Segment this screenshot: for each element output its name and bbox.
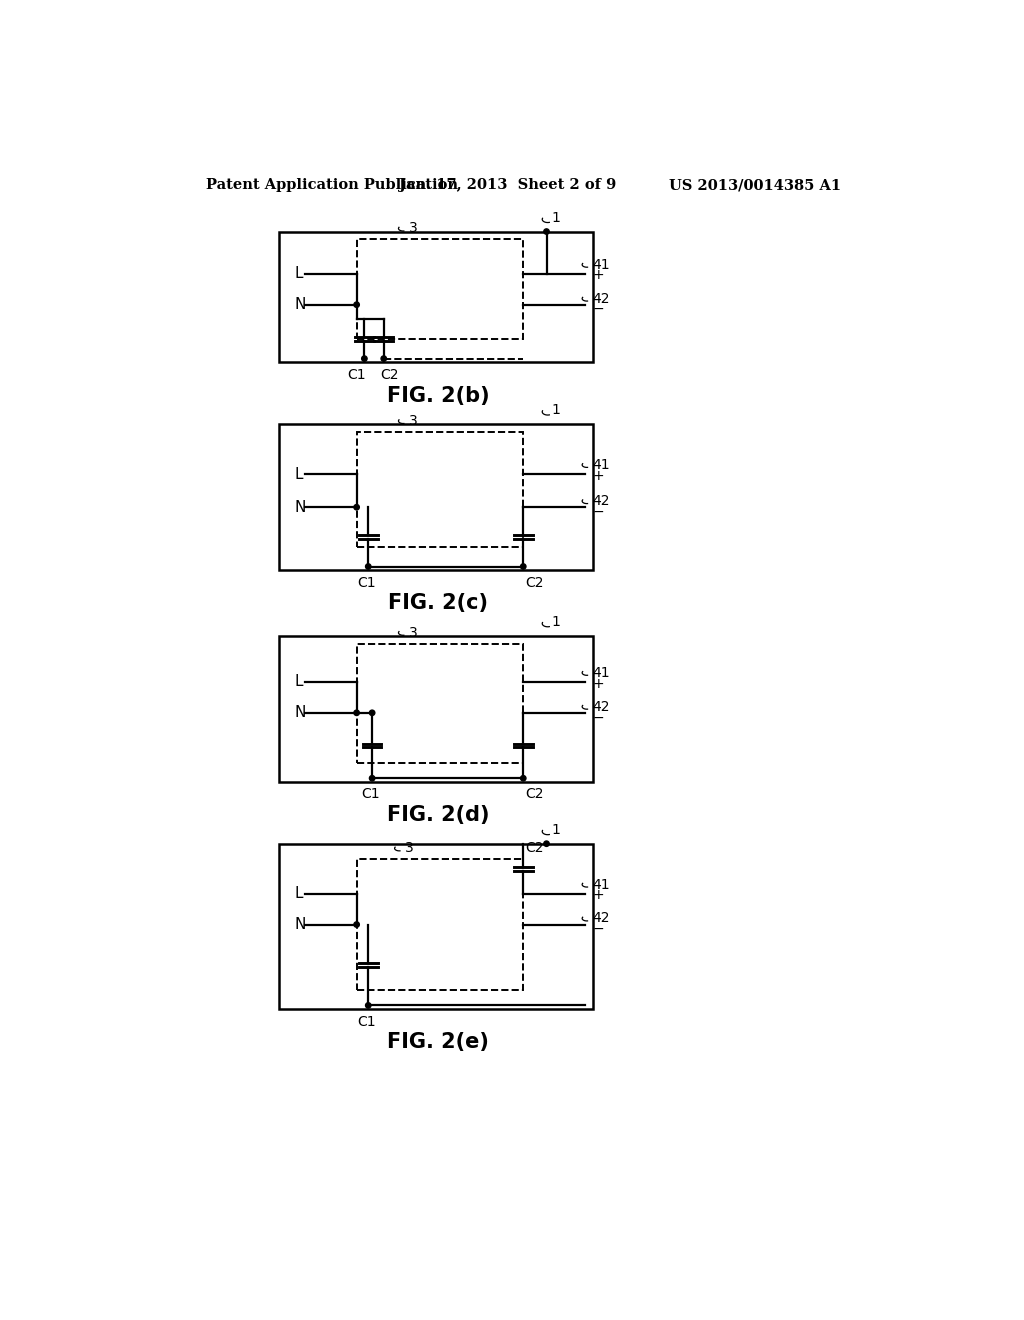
Text: N: N [295, 917, 306, 932]
Circle shape [366, 1003, 371, 1008]
Text: 41: 41 [592, 878, 610, 891]
Text: 3: 3 [409, 414, 418, 428]
Text: 41: 41 [592, 257, 610, 272]
Text: C2: C2 [524, 788, 544, 801]
Text: FIG. 2(b): FIG. 2(b) [387, 385, 489, 405]
Text: 1: 1 [552, 615, 561, 628]
Circle shape [354, 710, 359, 715]
Text: 1: 1 [552, 211, 561, 224]
Text: −: − [593, 710, 604, 725]
Text: FIG. 2(d): FIG. 2(d) [387, 805, 489, 825]
Bar [280, 843, 593, 1010]
Circle shape [520, 564, 526, 569]
Text: 42: 42 [592, 700, 609, 714]
Circle shape [381, 356, 386, 362]
Circle shape [354, 302, 359, 308]
Bar [356, 432, 523, 548]
Circle shape [354, 504, 359, 510]
Text: −: − [593, 504, 604, 519]
Bar [280, 424, 593, 570]
Text: 42: 42 [592, 494, 609, 508]
Text: C1: C1 [357, 576, 376, 590]
Circle shape [354, 921, 359, 927]
Text: +: + [593, 677, 604, 690]
Circle shape [370, 776, 375, 781]
Text: −: − [593, 923, 604, 936]
Text: 41: 41 [592, 458, 610, 471]
Bar [280, 636, 593, 781]
Circle shape [544, 841, 549, 846]
Circle shape [366, 564, 371, 569]
Circle shape [544, 228, 549, 234]
Text: C1: C1 [361, 788, 380, 801]
Text: L: L [295, 675, 303, 689]
Text: 1: 1 [552, 403, 561, 417]
Bar [356, 239, 523, 339]
Text: N: N [295, 297, 306, 313]
Text: +: + [593, 469, 604, 483]
Text: FIG. 2(c): FIG. 2(c) [388, 594, 488, 614]
Text: L: L [295, 886, 303, 902]
Text: L: L [295, 267, 303, 281]
Text: Patent Application Publication: Patent Application Publication [206, 178, 458, 193]
Text: FIG. 2(e): FIG. 2(e) [387, 1032, 488, 1052]
Text: C2: C2 [524, 576, 544, 590]
Text: 3: 3 [409, 222, 418, 235]
Circle shape [370, 710, 375, 715]
Text: C1: C1 [347, 368, 366, 381]
Text: −: − [593, 302, 604, 317]
Text: 3: 3 [409, 626, 418, 640]
Text: 42: 42 [592, 292, 609, 305]
Text: 1: 1 [552, 822, 561, 837]
Text: N: N [295, 500, 306, 515]
Bar [356, 644, 523, 763]
Text: C2: C2 [524, 841, 544, 855]
Text: US 2013/0014385 A1: US 2013/0014385 A1 [669, 178, 841, 193]
Text: C2: C2 [381, 368, 399, 381]
Text: N: N [295, 705, 306, 721]
Circle shape [520, 776, 526, 781]
Text: +: + [593, 888, 604, 903]
Text: 42: 42 [592, 911, 609, 925]
Text: C1: C1 [357, 1015, 376, 1028]
Circle shape [361, 356, 367, 362]
Text: 41: 41 [592, 665, 610, 680]
Text: 3: 3 [404, 841, 414, 855]
Bar [356, 859, 523, 990]
Text: L: L [295, 466, 303, 482]
Text: +: + [593, 268, 604, 282]
Bar [280, 231, 593, 363]
Text: Jan. 17, 2013  Sheet 2 of 9: Jan. 17, 2013 Sheet 2 of 9 [399, 178, 616, 193]
